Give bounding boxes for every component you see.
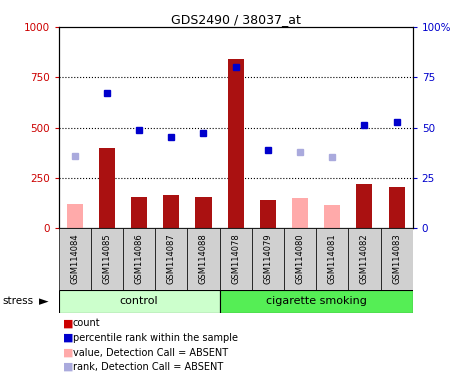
Text: GSM114085: GSM114085	[102, 233, 112, 284]
Bar	[292, 198, 308, 228]
Text: stress: stress	[2, 296, 33, 306]
Text: GSM114080: GSM114080	[295, 233, 304, 284]
Text: GSM114087: GSM114087	[167, 233, 176, 284]
Bar	[324, 205, 340, 228]
Text: GSM114084: GSM114084	[70, 233, 79, 284]
Bar	[99, 148, 115, 228]
Bar	[59, 228, 91, 290]
Text: cigarette smoking: cigarette smoking	[266, 296, 367, 306]
Bar	[389, 187, 405, 228]
Text: ■: ■	[63, 348, 74, 358]
Bar	[284, 228, 316, 290]
Bar	[380, 228, 413, 290]
Text: rank, Detection Call = ABSENT: rank, Detection Call = ABSENT	[73, 362, 223, 372]
Text: ■: ■	[63, 318, 74, 328]
Text: GSM114081: GSM114081	[328, 233, 337, 284]
Text: GSM114086: GSM114086	[135, 233, 144, 284]
Text: GSM114082: GSM114082	[360, 233, 369, 284]
Bar	[59, 290, 219, 313]
Text: count: count	[73, 318, 100, 328]
Bar	[316, 228, 348, 290]
Text: control: control	[120, 296, 159, 306]
Text: ►: ►	[39, 295, 49, 308]
Bar	[131, 197, 147, 228]
Bar	[188, 228, 219, 290]
Bar	[163, 195, 179, 228]
Bar	[155, 228, 188, 290]
Text: percentile rank within the sample: percentile rank within the sample	[73, 333, 238, 343]
Bar	[252, 228, 284, 290]
Title: GDS2490 / 38037_at: GDS2490 / 38037_at	[171, 13, 301, 26]
Bar	[227, 59, 244, 228]
Text: ■: ■	[63, 333, 74, 343]
Text: ■: ■	[63, 362, 74, 372]
Text: value, Detection Call = ABSENT: value, Detection Call = ABSENT	[73, 348, 228, 358]
Text: GSM114078: GSM114078	[231, 233, 240, 284]
Bar	[219, 228, 252, 290]
Bar	[123, 228, 155, 290]
Bar	[67, 204, 83, 228]
Text: GSM114083: GSM114083	[392, 233, 401, 284]
Bar	[348, 228, 380, 290]
Text: GSM114079: GSM114079	[264, 233, 272, 284]
Bar	[260, 200, 276, 228]
Bar	[219, 290, 413, 313]
Bar	[196, 197, 212, 228]
Text: GSM114088: GSM114088	[199, 233, 208, 284]
Bar	[91, 228, 123, 290]
Bar	[356, 184, 372, 228]
